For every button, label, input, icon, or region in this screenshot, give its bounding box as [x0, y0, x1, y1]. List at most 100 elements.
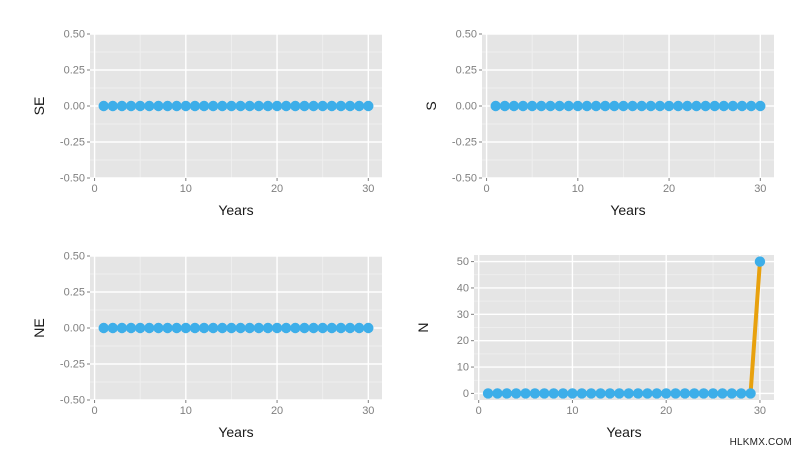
data-point [660, 388, 672, 399]
x-tick-label: 30 [754, 183, 766, 195]
data-point [576, 388, 588, 399]
data-point [672, 100, 684, 112]
data-point [663, 100, 675, 112]
data-point [153, 322, 164, 334]
y-tick-label: 0.50 [64, 29, 85, 41]
data-point [344, 322, 356, 334]
y-tick-label: 20 [457, 335, 469, 347]
data-point [490, 100, 501, 112]
chart-panel-4: 0 10 20 30 40 50 0 10 20 30 Years N [415, 255, 774, 440]
data-point [707, 388, 719, 399]
y-tick-label: -0.50 [452, 173, 477, 185]
data-point [144, 100, 155, 112]
data-point [539, 388, 550, 399]
x-tick-label: 10 [180, 183, 192, 195]
data-point [162, 322, 173, 334]
data-point [299, 322, 310, 334]
data-point [595, 388, 606, 399]
data-point [207, 100, 219, 112]
data-point [299, 100, 310, 112]
data-point [125, 100, 137, 112]
data-point [492, 388, 503, 399]
data-point [144, 322, 155, 334]
data-point [499, 100, 511, 112]
data-point [335, 322, 347, 334]
data-point [171, 322, 182, 334]
y-tick-label: 0.25 [64, 287, 85, 299]
data-point [198, 322, 210, 334]
data-point [529, 388, 541, 399]
data-point [107, 100, 119, 112]
data-point [700, 100, 711, 112]
data-point [718, 100, 730, 112]
y-axis-title: S [423, 101, 439, 110]
data-point [271, 100, 283, 112]
y-axis-title: N [415, 322, 431, 332]
data-point [545, 100, 556, 112]
data-point [745, 100, 757, 112]
y-tick-label: 0.50 [64, 251, 85, 263]
data-point [745, 388, 756, 399]
data-point [651, 388, 663, 399]
data-point [754, 256, 766, 267]
data-point [253, 100, 265, 112]
chart-panel-2: -0.50 -0.25 0.00 0.25 0.50 0 10 20 30 Years S [423, 29, 774, 218]
data-point [271, 322, 283, 334]
y-tick-label: 0 [463, 388, 469, 400]
data-point [134, 322, 146, 334]
y-tick-label: -0.25 [60, 359, 85, 371]
data-point [253, 322, 265, 334]
data-point [189, 100, 201, 112]
data-point [125, 322, 137, 334]
data-point [614, 388, 625, 399]
data-point [689, 388, 700, 399]
data-point [107, 322, 119, 334]
data-point [198, 100, 210, 112]
x-tick-label: 30 [362, 405, 374, 417]
data-point [627, 100, 638, 112]
data-point [153, 100, 164, 112]
data-point [290, 322, 301, 334]
data-point [363, 322, 374, 334]
data-point [645, 100, 657, 112]
y-tick-label: 50 [457, 256, 469, 268]
data-point [98, 322, 109, 334]
data-point [654, 100, 666, 112]
data-point [548, 388, 559, 399]
data-point [508, 100, 520, 112]
y-tick-label: 0.50 [456, 29, 477, 41]
data-point [581, 100, 593, 112]
data-point [526, 100, 538, 112]
x-tick-label: 0 [92, 405, 98, 417]
data-point [244, 100, 255, 112]
y-tick-label: 0.00 [64, 323, 85, 335]
data-point [609, 100, 620, 112]
data-point [116, 322, 128, 334]
data-point [510, 388, 522, 399]
data-point [563, 100, 574, 112]
data-point [567, 388, 578, 399]
data-point [727, 100, 739, 112]
data-point [501, 388, 513, 399]
data-point [162, 100, 173, 112]
x-tick-label: 10 [180, 405, 192, 417]
data-point [180, 322, 192, 334]
y-tick-label: 30 [457, 309, 469, 321]
x-tick-label: 0 [92, 183, 98, 195]
data-point [280, 100, 292, 112]
data-point [235, 100, 246, 112]
data-point [217, 322, 228, 334]
y-tick-label: -0.25 [60, 137, 85, 149]
data-point [636, 100, 647, 112]
data-point [726, 388, 738, 399]
data-point [363, 100, 374, 112]
data-point [344, 100, 356, 112]
data-point [618, 100, 629, 112]
chart-panel-3: -0.50 -0.25 0.00 0.25 0.50 0 10 20 30 Years NE [31, 251, 382, 440]
y-axis-title: NE [31, 318, 47, 337]
y-tick-label: 40 [457, 282, 469, 294]
data-point [217, 100, 228, 112]
data-point [171, 100, 182, 112]
y-tick-label: 0.00 [64, 101, 85, 113]
data-point [735, 388, 747, 399]
